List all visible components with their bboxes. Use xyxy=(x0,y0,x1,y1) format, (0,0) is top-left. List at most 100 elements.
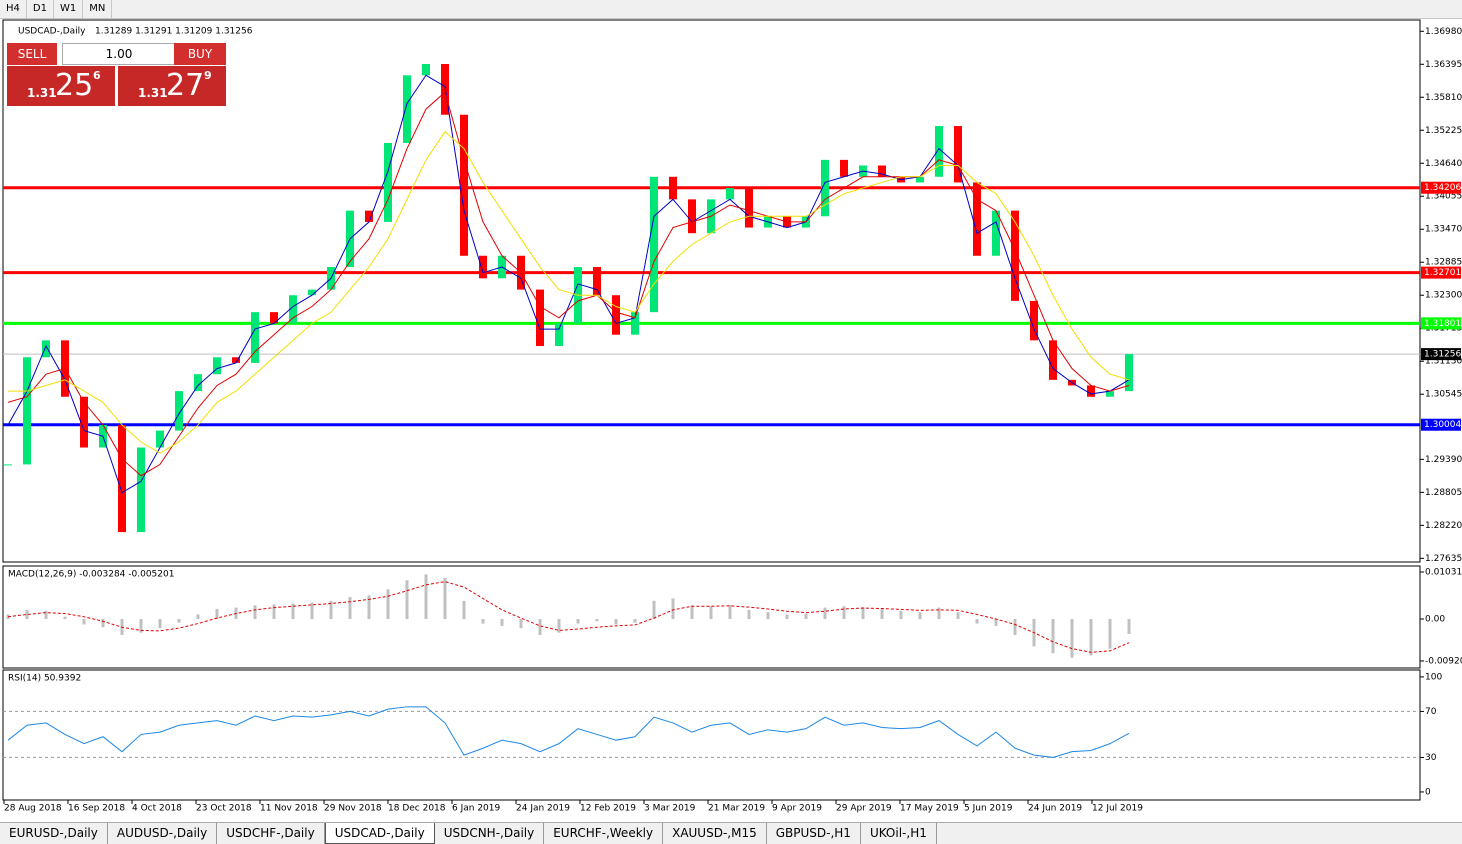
chart-tab[interactable]: USDCAD-,Daily xyxy=(324,823,435,844)
x-tick-label: 12 Feb 2019 xyxy=(580,804,636,814)
macd-bar xyxy=(386,589,390,620)
macd-bar xyxy=(44,610,48,620)
price-prefix: 1.31 xyxy=(138,86,168,100)
macd-bar xyxy=(253,605,257,620)
candle-body xyxy=(118,424,126,533)
y-tick-label: 1.32885 xyxy=(1425,258,1462,268)
y-tick-label: 1.33470 xyxy=(1425,225,1462,235)
indicator-line xyxy=(8,130,1130,454)
indicator-line xyxy=(7,74,1130,494)
macd-bar xyxy=(310,602,314,620)
candle-body xyxy=(745,188,753,228)
y-tick-label: 1.31130 xyxy=(1425,357,1462,367)
y-tick-label: 1.29390 xyxy=(1425,455,1462,465)
macd-bar xyxy=(443,577,447,620)
macd-bar xyxy=(291,603,295,620)
x-tick-label: 9 Apr 2019 xyxy=(772,804,822,814)
chart-tab[interactable]: AUDUSD-,Daily xyxy=(108,823,218,844)
macd-bar xyxy=(633,619,637,623)
macd-bar xyxy=(956,612,960,620)
indicator-line xyxy=(7,91,1130,477)
buy-button[interactable]: BUY xyxy=(174,43,226,65)
candle-body xyxy=(4,464,12,466)
x-tick-label: 28 Aug 2018 xyxy=(4,804,62,814)
volume-field[interactable]: 1.00 xyxy=(62,43,176,65)
y-tick-label: 1.28805 xyxy=(1425,488,1462,498)
candle-body xyxy=(688,199,696,234)
sell-button[interactable]: SELL xyxy=(7,43,57,65)
y-tick-label: 0.00 xyxy=(1425,615,1445,625)
chart-tab[interactable]: EURUSD-,Daily xyxy=(0,823,108,844)
macd-bar xyxy=(1051,619,1055,654)
timeframe-button[interactable]: MN xyxy=(83,0,113,18)
y-tick-label: 1.32300 xyxy=(1425,291,1462,301)
candle-body xyxy=(175,391,183,431)
y-tick-label: 100 xyxy=(1425,672,1442,682)
price-point: 9 xyxy=(204,69,212,82)
candle-body xyxy=(821,159,829,217)
x-tick-label: 29 Apr 2019 xyxy=(836,804,892,814)
y-tick-label: 1.35810 xyxy=(1425,93,1462,103)
chart-tab[interactable]: USDCNH-,Daily xyxy=(435,823,545,844)
y-tick-label: 1.34055 xyxy=(1425,192,1462,202)
chart-tabs: EURUSD-,Daily AUDUSD-,Daily USDCHF-,Daily U… xyxy=(0,822,1462,844)
x-tick-label: 12 Jul 2019 xyxy=(1092,804,1143,814)
candle-body xyxy=(935,126,943,177)
y-tick-label: 1.34640 xyxy=(1425,159,1462,169)
x-tick-label: 4 Oct 2018 xyxy=(132,804,182,814)
chart-tab[interactable]: USDCHF-,Daily xyxy=(217,823,325,844)
candle-body xyxy=(365,210,373,222)
candle-body xyxy=(80,396,88,448)
candle-body xyxy=(1125,354,1133,392)
chart-tab[interactable]: UKOil-,H1 xyxy=(861,823,937,844)
timeframe-button[interactable]: D1 xyxy=(27,0,54,18)
candle-body xyxy=(137,447,145,533)
indicator-title: MACD(12,26,9) -0.003284 -0.005201 xyxy=(8,570,174,580)
y-tick-label: 1.36980 xyxy=(1425,27,1462,37)
macd-bar xyxy=(101,619,105,628)
current-price-label: 1.31256 xyxy=(1424,350,1461,360)
candle-body xyxy=(992,210,1000,256)
macd-bar xyxy=(766,612,770,620)
timeframe-button[interactable]: H4 xyxy=(0,0,27,18)
indicator-line xyxy=(7,706,1130,758)
ask-price[interactable]: 1.31 27 9 xyxy=(118,66,226,106)
x-tick-label: 17 May 2019 xyxy=(900,804,959,814)
candle-body xyxy=(973,182,981,256)
macd-bar xyxy=(329,600,333,620)
chart-title: USDCAD-,Daily xyxy=(18,27,86,37)
macd-bar xyxy=(804,613,808,620)
macd-bar xyxy=(424,574,428,620)
macd-bar xyxy=(367,595,371,620)
candle-body xyxy=(631,312,639,335)
y-tick-label: 70 xyxy=(1425,707,1437,717)
candle-body xyxy=(23,357,31,465)
chart-tab[interactable]: XAUUSD-,M15 xyxy=(663,823,767,844)
price-pips: 25 xyxy=(55,68,94,103)
macd-bar xyxy=(671,598,675,620)
x-tick-label: 5 Jun 2019 xyxy=(964,804,1013,814)
macd-bar xyxy=(975,619,979,624)
macd-bar xyxy=(690,605,694,620)
candle-body xyxy=(954,126,962,183)
macd-bar xyxy=(158,619,162,629)
macd-bar xyxy=(1013,619,1017,635)
candle-body xyxy=(384,142,392,222)
macd-bar xyxy=(538,619,542,635)
x-tick-label: 24 Jan 2019 xyxy=(516,804,570,814)
current-price-tag xyxy=(1421,348,1461,361)
candle-body xyxy=(460,114,468,256)
indicator-title: RSI(14) 50.9392 xyxy=(8,674,81,684)
timeframe-button[interactable]: W1 xyxy=(54,0,84,18)
level-label: 1.34206 xyxy=(1424,183,1461,193)
bid-price[interactable]: 1.31 25 6 xyxy=(7,66,115,106)
macd-bar xyxy=(880,608,884,620)
macd-bar xyxy=(918,612,922,620)
macd-bar xyxy=(1089,619,1093,656)
macd-bar xyxy=(557,619,561,633)
chart-tab[interactable]: EURCHF-,Weekly xyxy=(544,823,664,844)
macd-bar xyxy=(1127,619,1131,634)
chart-tab[interactable]: GBPUSD-,H1 xyxy=(767,823,861,844)
macd-bar xyxy=(272,604,276,620)
